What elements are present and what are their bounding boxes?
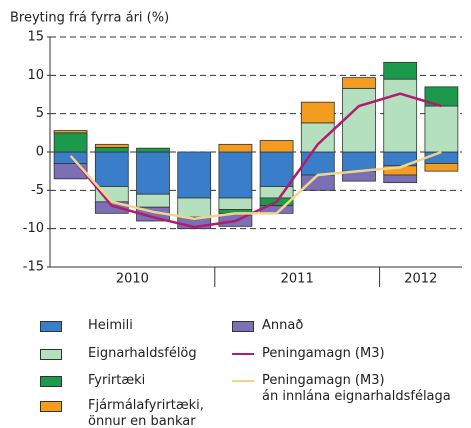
bar-segment: [94, 151, 129, 187]
y-tick-label: -5: [31, 183, 44, 198]
chart: Breyting frá fyrra ári (%) -15 -10 -5 0 5 10 1…: [10, 11, 462, 287]
bar-segment: [177, 151, 212, 199]
legend-label: Eignarhaldsfélög: [88, 346, 197, 361]
bar-segment: [136, 193, 170, 208]
legend-swatch: [40, 401, 62, 412]
legend-label: Fyrirtæki: [88, 373, 146, 388]
bar-segment: [53, 130, 88, 134]
y-tick-label: 5: [36, 106, 44, 121]
bar-segment: [218, 197, 253, 210]
y-tick-label: 0: [36, 145, 44, 160]
legend-label: Peningamagn (M3) án innlána eignarhaldsf…: [262, 373, 451, 404]
legend-swatch: [232, 380, 254, 382]
legend-label: Annað: [262, 318, 304, 333]
bar-segment: [136, 147, 170, 153]
bar-segment: [300, 122, 335, 153]
x-group-label: 2011: [281, 272, 314, 287]
y-tick-label: -10: [23, 221, 44, 236]
line: [69, 150, 442, 220]
x-group-label: 2010: [116, 272, 149, 287]
legend-label: Heimili: [88, 318, 133, 333]
bar-segment: [218, 151, 253, 199]
legend-swatch: [232, 353, 254, 355]
bar-segment: [424, 163, 459, 172]
y-tick-label: 10: [27, 68, 44, 83]
bar-segment: [424, 151, 459, 164]
bar-segment: [424, 105, 459, 153]
y-tick-label: -15: [23, 260, 44, 275]
legend-swatch: [40, 321, 62, 332]
bar-segment: [177, 197, 212, 218]
bar-segment: [383, 78, 418, 153]
line: [69, 92, 442, 229]
bar-segment: [342, 87, 376, 153]
bar-segment: [94, 143, 129, 148]
bar-segment: [259, 186, 294, 199]
bar-segment: [300, 101, 335, 124]
bar-segment: [424, 86, 459, 107]
bar-segment: [383, 61, 418, 80]
legend-swatch: [40, 349, 62, 360]
bar-segment: [383, 174, 418, 184]
bar-segment: [342, 151, 376, 172]
y-tick-label: 15: [27, 30, 44, 45]
bar-segment: [342, 77, 376, 89]
chart-title: Breyting frá fyrra ári (%): [10, 11, 169, 26]
bar-segment: [136, 151, 170, 195]
bar-segment: [218, 143, 253, 153]
bar-segment: [94, 146, 129, 153]
bar-segment: [300, 151, 335, 176]
legend-swatch: [40, 376, 62, 387]
bar-segment: [53, 132, 88, 153]
bar-segment: [259, 151, 294, 187]
x-group-label: 2012: [404, 272, 437, 287]
bar-segment: [300, 174, 335, 191]
legend-label: Peningamagn (M3): [262, 346, 385, 361]
bar-segment: [259, 140, 294, 153]
legend-swatch: [232, 321, 254, 332]
legend-label: Fjármálafyrirtæki, önnur en bankar: [88, 398, 204, 428]
